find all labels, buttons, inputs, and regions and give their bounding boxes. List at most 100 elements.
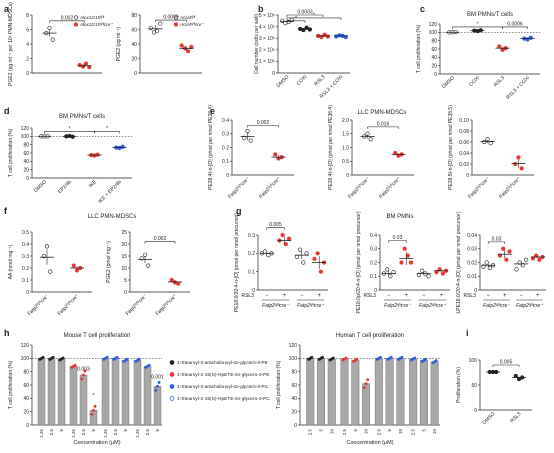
x-tick-label: 5 — [123, 429, 128, 432]
p-value-label: * — [93, 393, 95, 399]
data-point — [424, 357, 428, 361]
bar — [362, 383, 371, 426]
genotype-label: Fatp2ᶠˡ/ᶠˡcre⁺ — [516, 303, 543, 309]
y-tick-label: 1.5 — [342, 132, 349, 138]
data-point — [399, 260, 404, 265]
genotype-label: Fatp2ᶠˡ/ᶠˡcre⁺ — [419, 303, 446, 309]
y-tick-label: 3 × 10⁵ — [259, 36, 275, 42]
x-tick-label: 5 — [155, 429, 160, 432]
data-point — [51, 355, 55, 359]
data-point — [426, 274, 431, 279]
y-tick-label: 80 — [23, 369, 29, 375]
x-category-label: COXi — [468, 75, 481, 88]
data-point — [378, 355, 382, 359]
rsl3-sign: − — [486, 293, 490, 299]
y-tick-label: 120 — [21, 343, 30, 349]
data-point — [125, 357, 129, 361]
data-point — [80, 64, 85, 69]
data-point — [83, 61, 89, 66]
bar — [153, 386, 162, 426]
data-point — [245, 128, 250, 134]
y-axis-label: PE36:4t-n-[O] (pmol per nmol PE36:4) — [328, 105, 334, 190]
rsl3-sign: − — [422, 293, 426, 299]
y-tick-label: 120 — [429, 22, 438, 28]
bar — [143, 366, 152, 426]
x-tick-label: 2.5 — [411, 429, 416, 436]
x-category-label: RSL3 — [313, 74, 326, 87]
y-tick-label: 0.3 — [222, 132, 229, 138]
y-tick-label: 50 — [471, 383, 477, 389]
y-tick-label: 100 — [21, 356, 30, 362]
x-category-label: Fatp2ᶠˡ/ᶠˡcre⁺ — [57, 293, 81, 317]
x-tick-label: 2.5 — [376, 429, 381, 436]
y-tick-label: 40 — [131, 42, 137, 48]
data-point — [120, 144, 125, 149]
data-point — [315, 251, 320, 256]
x-category-label: Fatp2ᶠˡ/ᶠˡcre⁺ — [155, 293, 179, 317]
y-tick-label: 100 — [469, 358, 478, 364]
y-tick-label: 0.3 — [248, 233, 255, 239]
data-point — [368, 137, 373, 142]
data-point — [179, 43, 184, 48]
y-axis-label: PE38:4t-n-[O] (pmol per nmol PE38:4) — [208, 105, 214, 190]
data-point — [242, 135, 247, 140]
chart-title: Mouse T cell proliferation — [64, 333, 131, 339]
y-tick-label: 20 — [23, 167, 29, 173]
y-tick-label: 0.3 — [370, 247, 377, 253]
bar — [69, 366, 78, 426]
bar — [79, 374, 88, 426]
y-tick-label: 0.01 — [467, 274, 477, 280]
x-tick-label: 2.5 — [342, 429, 347, 436]
y-tick-label: 40 — [291, 396, 297, 402]
y-tick-label: 0.1 — [248, 269, 255, 275]
x-tick-label: 1.25 — [135, 429, 140, 438]
data-point — [142, 252, 148, 257]
x-tick-label: 2.5 — [49, 429, 54, 436]
x-axis-label: Concentration (μM) — [73, 440, 120, 446]
y-axis-label: T cell proliferation (%) — [416, 24, 422, 73]
bar — [101, 358, 110, 426]
data-point — [519, 166, 524, 171]
data-point — [73, 363, 77, 367]
x-category-label: IKE + EP2/4b — [97, 179, 123, 205]
x-category-label: IKE — [88, 179, 98, 189]
x-tick-label: 5 — [319, 429, 324, 432]
data-point — [497, 253, 503, 258]
legend-marker — [169, 384, 175, 389]
y-tick-label: 0.3 — [22, 254, 29, 260]
data-point — [273, 152, 278, 157]
bar — [351, 360, 360, 426]
y-axis-label: PGE2 (pg ml⁻¹) — [116, 26, 122, 61]
data-point — [147, 363, 151, 367]
data-point — [534, 253, 539, 258]
data-point — [344, 356, 348, 360]
legend-label: Alox12/15ᶠˡ/ᶠˡcre⁺ — [79, 22, 113, 27]
x-tick-label: 1.25 — [39, 429, 44, 438]
data-point — [530, 256, 536, 261]
data-point — [176, 281, 181, 286]
data-point — [413, 356, 417, 360]
panel-letter: g — [236, 206, 242, 216]
y-tick-label: 0.03 — [467, 247, 477, 253]
data-point — [146, 263, 151, 268]
chart-title: Human T cell proliferation — [336, 333, 404, 339]
data-point — [105, 355, 109, 359]
y-tick-label: 0.04 — [467, 233, 477, 239]
bar — [409, 358, 418, 426]
data-point — [155, 28, 160, 34]
bar — [306, 358, 315, 426]
data-point — [402, 246, 407, 251]
data-point — [523, 257, 529, 262]
bar — [121, 360, 130, 426]
bar — [340, 358, 349, 426]
y-tick-label: 0.2 — [248, 251, 255, 257]
data-point — [298, 247, 303, 252]
y-tick-label: 0 — [294, 423, 297, 429]
bar — [327, 358, 336, 426]
rsl3-sign: + — [404, 293, 408, 299]
x-tick-label: 2.5 — [145, 429, 150, 436]
y-tick-label: 0 — [346, 173, 349, 179]
x-tick-label: 5 — [421, 429, 426, 432]
panel-letter: i — [466, 328, 469, 338]
